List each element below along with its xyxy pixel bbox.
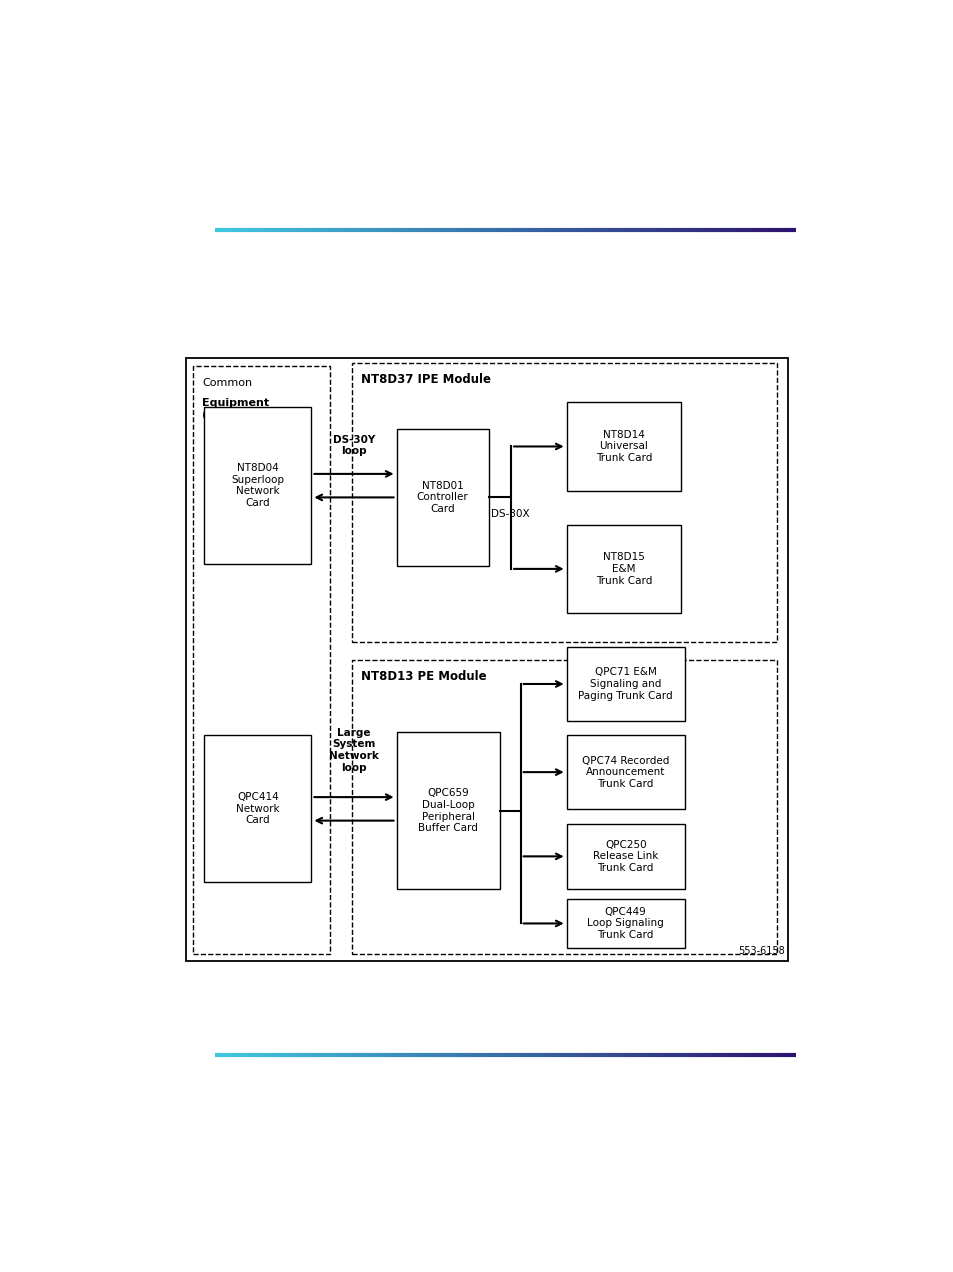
FancyBboxPatch shape (352, 364, 777, 642)
Text: Large
System
Network
loop: Large System Network loop (329, 728, 378, 772)
FancyBboxPatch shape (566, 402, 680, 491)
Text: QPC74 Recorded
Announcement
Trunk Card: QPC74 Recorded Announcement Trunk Card (581, 756, 669, 789)
Text: 553-6158: 553-6158 (737, 946, 783, 955)
Text: QPC250
Release Link
Trunk Card: QPC250 Release Link Trunk Card (593, 840, 658, 873)
Text: DS-30Y
loop: DS-30Y loop (333, 435, 375, 457)
FancyBboxPatch shape (566, 647, 684, 721)
Text: NT8D14
Universal
Trunk Card: NT8D14 Universal Trunk Card (595, 430, 651, 463)
FancyBboxPatch shape (204, 735, 311, 883)
Text: NT8D01
Controller
Card: NT8D01 Controller Card (416, 481, 468, 514)
FancyBboxPatch shape (566, 525, 680, 613)
FancyBboxPatch shape (396, 733, 499, 889)
FancyBboxPatch shape (566, 899, 684, 948)
Text: NT8D15
E&M
Trunk Card: NT8D15 E&M Trunk Card (595, 552, 651, 585)
FancyBboxPatch shape (193, 366, 330, 954)
Text: QPC449
Loop Signaling
Trunk Card: QPC449 Loop Signaling Trunk Card (587, 907, 663, 940)
Text: QPC659
Dual-Loop
Peripheral
Buffer Card: QPC659 Dual-Loop Peripheral Buffer Card (417, 789, 477, 833)
Text: NT8D13 PE Module: NT8D13 PE Module (360, 670, 486, 683)
Text: QPC71 E&M
Signaling and
Paging Trunk Card: QPC71 E&M Signaling and Paging Trunk Car… (578, 668, 672, 701)
FancyBboxPatch shape (186, 359, 787, 960)
Text: Equipment
(Network): Equipment (Network) (202, 398, 269, 420)
Text: DS-30X: DS-30X (491, 509, 529, 519)
Text: NT8D04
Superloop
Network
Card: NT8D04 Superloop Network Card (232, 463, 284, 508)
FancyBboxPatch shape (566, 823, 684, 889)
Text: NT8D37 IPE Module: NT8D37 IPE Module (360, 373, 491, 385)
Text: Common: Common (202, 378, 252, 388)
FancyBboxPatch shape (566, 735, 684, 809)
FancyBboxPatch shape (396, 429, 488, 566)
FancyBboxPatch shape (352, 660, 777, 954)
Text: QPC414
Network
Card: QPC414 Network Card (235, 792, 279, 826)
FancyBboxPatch shape (204, 407, 311, 563)
